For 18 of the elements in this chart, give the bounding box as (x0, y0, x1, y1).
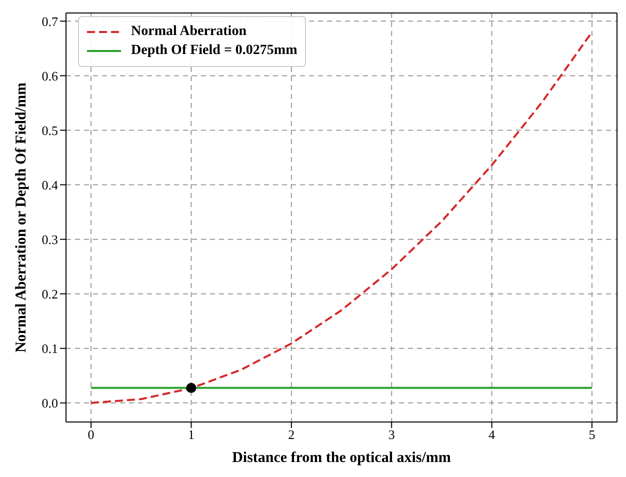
y-tick-label: 0.4 (42, 177, 58, 192)
x-tick-label: 5 (588, 427, 596, 442)
y-tick-label: 0.7 (42, 14, 58, 29)
y-tick-label: 0.6 (42, 68, 58, 84)
y-tick-label: 0.3 (42, 232, 58, 247)
y-tick-label: 0.1 (42, 340, 58, 356)
y-axis-title: Normal Aberration or Depth Of Field/mm (13, 82, 30, 353)
y-tick-label: 0.0 (42, 396, 58, 411)
y-tick-label: 0.5 (42, 122, 58, 138)
legend-label: Normal Aberration (131, 24, 246, 40)
x-tick-label: 0 (88, 427, 94, 442)
y-tick-label: 0.2 (42, 286, 58, 302)
x-tick-label: 2 (288, 427, 295, 442)
x-tick-label: 4 (488, 427, 496, 442)
x-tick-label: 3 (388, 427, 395, 442)
x-tick-label: 1 (188, 427, 194, 442)
legend-label: Depth Of Field = 0.0275mm (131, 43, 298, 59)
x-axis-title: Distance from the optical axis/mm (232, 450, 452, 466)
